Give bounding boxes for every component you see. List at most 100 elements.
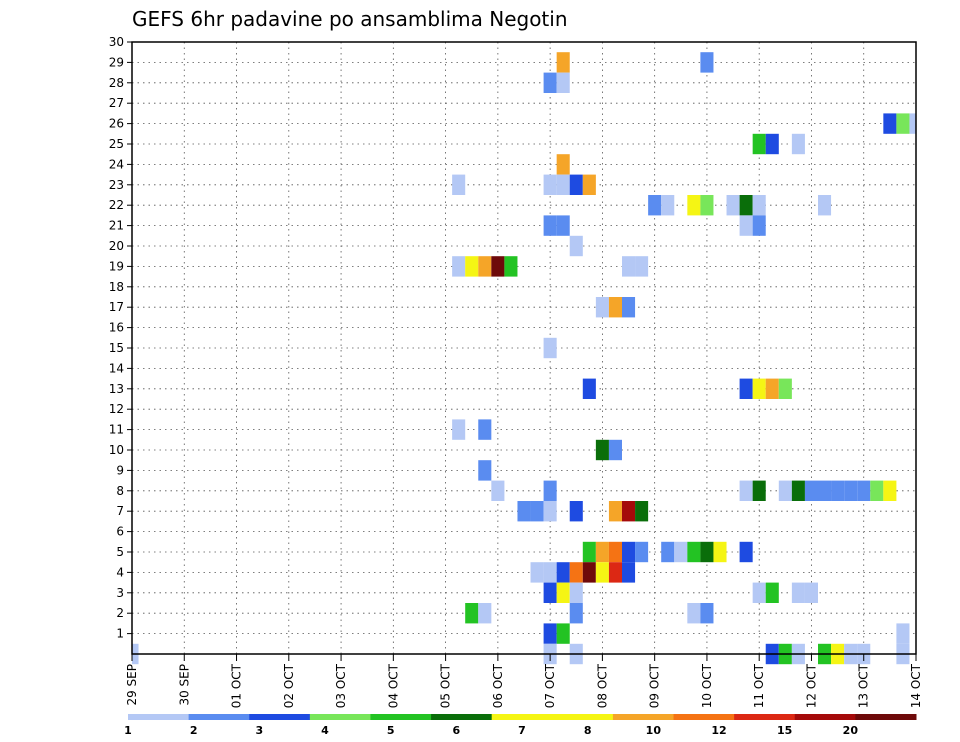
heatmap-cell (635, 501, 649, 522)
heatmap-cell (739, 480, 753, 501)
heatmap-cell (804, 480, 818, 501)
heatmap-cell (674, 541, 688, 563)
heatmap-cell (569, 235, 583, 257)
heatmap-cell (595, 541, 609, 563)
y-tick-label: 5 (116, 545, 124, 559)
x-tick-label: 06 OCT (491, 663, 505, 708)
heatmap-cell (818, 195, 832, 216)
y-tick-label: 17 (109, 300, 124, 314)
y-tick-label: 26 (109, 117, 124, 131)
x-tick-label: 03 OCT (334, 663, 348, 708)
colorbar-segment (431, 714, 493, 720)
heatmap-cell (765, 133, 779, 155)
heatmap-cell (569, 582, 583, 603)
y-tick-label: 18 (109, 280, 124, 294)
y-tick-label: 29 (109, 55, 124, 69)
heatmap-cell (752, 582, 766, 603)
x-tick-label: 14 OCT (909, 663, 923, 708)
x-tick-label: 02 OCT (282, 663, 296, 708)
heatmap-cell (909, 113, 916, 134)
x-tick-label: 12 OCT (804, 663, 818, 708)
y-tick-label: 24 (109, 157, 124, 171)
y-tick-label: 2 (116, 606, 124, 620)
heatmap-cell (752, 378, 766, 399)
x-tick-label: 05 OCT (439, 663, 453, 708)
heatmap-cell (700, 52, 714, 73)
heatmap-cell (582, 541, 596, 563)
heatmap-cell (713, 541, 727, 563)
heatmap-cell (595, 439, 609, 461)
heatmap-cell (635, 256, 649, 277)
colorbar-label: 6 (453, 724, 461, 737)
y-tick-label: 3 (116, 586, 124, 600)
heatmap-cell (661, 541, 675, 563)
heatmap-cell (491, 480, 505, 501)
colorbar-segment (552, 714, 614, 720)
heatmap-cell (478, 256, 492, 277)
colorbar-label: 10 (646, 724, 662, 737)
heatmap-cell (622, 562, 636, 583)
heatmap-cell (608, 501, 622, 522)
heatmap-cell (452, 256, 466, 277)
heatmap-cell (622, 501, 636, 522)
heatmap-cell (765, 378, 779, 399)
heatmap-cell (622, 541, 636, 563)
heatmap-cell (556, 623, 570, 644)
heatmap-cell (726, 195, 740, 216)
heatmap-cell (687, 195, 701, 216)
x-tick-label: 08 OCT (595, 663, 609, 708)
heatmap-cell (556, 52, 570, 73)
heatmap-cell (595, 562, 609, 583)
y-tick-label: 25 (109, 137, 124, 151)
heatmap-cell (818, 480, 832, 501)
heatmap-cell (530, 562, 544, 583)
y-tick-label: 22 (109, 198, 124, 212)
colorbar-segment (128, 714, 190, 720)
x-tick-label: 30 SEP (177, 664, 191, 706)
colorbar-segment (734, 714, 796, 720)
heatmap-cell (582, 562, 596, 583)
y-tick-label: 7 (116, 504, 124, 518)
y-tick-label: 23 (109, 178, 124, 192)
heatmap-cell (569, 501, 583, 522)
heatmap-cells (132, 52, 916, 665)
y-tick-label: 20 (109, 239, 124, 253)
x-tick-label: 09 OCT (648, 663, 662, 708)
heatmap-cell (491, 256, 505, 277)
y-tick-label: 16 (109, 321, 124, 335)
heatmap-cell (739, 541, 753, 563)
colorbar-label: 8 (584, 724, 592, 737)
y-tick-label: 8 (116, 484, 124, 498)
heatmap-cell (883, 480, 897, 501)
heatmap-cell (700, 603, 714, 624)
colorbar-label: 3 (256, 724, 264, 737)
x-tick-label: 10 OCT (700, 663, 714, 708)
x-tick-label: 04 OCT (386, 663, 400, 708)
heatmap-cell (648, 195, 662, 216)
colorbar-segment (309, 714, 371, 720)
heatmap-cell (896, 113, 910, 134)
heatmap-cell (478, 460, 492, 481)
colorbar-segment (249, 714, 311, 720)
heatmap-cell (661, 195, 675, 216)
heatmap-cell (752, 195, 766, 216)
heatmap-cell (687, 541, 701, 563)
heatmap-cell (465, 603, 479, 624)
x-tick-label: 29 SEP (125, 664, 139, 706)
heatmap-cell (778, 378, 792, 399)
y-tick-label: 15 (109, 341, 124, 355)
heatmap-cell (687, 603, 701, 624)
heatmap-cell (556, 215, 570, 236)
heatmap-cell (478, 603, 492, 624)
heatmap-cell (700, 195, 714, 216)
heatmap-cell (556, 174, 570, 195)
colorbar-segment (794, 714, 856, 720)
heatmap-cell (896, 623, 910, 644)
heatmap-cell (608, 439, 622, 461)
colorbar-segment (855, 714, 917, 720)
heatmap-cell (543, 480, 557, 501)
heatmap-cell (556, 154, 570, 175)
colorbar-label: 7 (518, 724, 526, 737)
x-axis: 29 SEP 30 SEP 01 OCT 02 OCT 03 OCT 04 OCT 05 O… (125, 654, 923, 708)
